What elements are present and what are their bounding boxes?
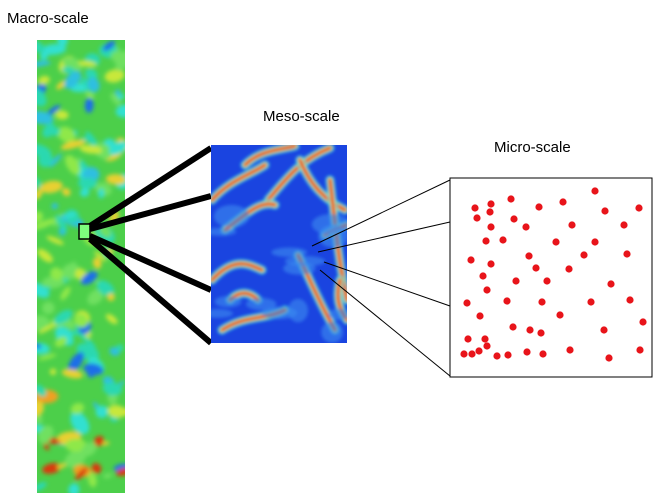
meso-blob <box>204 228 237 236</box>
particle <box>507 195 514 202</box>
particle <box>620 221 627 228</box>
particle <box>636 346 643 353</box>
particle <box>499 236 506 243</box>
particle <box>556 311 563 318</box>
particle <box>543 277 550 284</box>
particle <box>639 318 646 325</box>
particle <box>525 252 532 259</box>
particle <box>568 221 575 228</box>
meso-blob <box>321 322 343 343</box>
particle <box>471 204 478 211</box>
particle <box>476 312 483 319</box>
particle <box>565 265 572 272</box>
meso-field <box>203 145 350 343</box>
particle <box>487 223 494 230</box>
particle <box>566 346 573 353</box>
meso-blob <box>203 309 233 318</box>
particle <box>479 272 486 279</box>
particle <box>464 335 471 342</box>
particle <box>522 223 529 230</box>
particle <box>526 326 533 333</box>
particle <box>559 198 566 205</box>
particle <box>510 215 517 222</box>
particle <box>635 204 642 211</box>
meso-label: Meso-scale <box>263 108 340 125</box>
zoom-marker <box>79 224 90 239</box>
micro-label: Micro-scale <box>494 139 571 156</box>
particle <box>591 238 598 245</box>
particle <box>512 277 519 284</box>
particle <box>460 350 467 357</box>
particle <box>537 329 544 336</box>
particle <box>493 352 500 359</box>
particle <box>463 299 470 306</box>
particle <box>486 208 493 215</box>
particle <box>538 298 545 305</box>
particle <box>487 200 494 207</box>
meso-blob <box>214 205 249 228</box>
meso-blob <box>215 296 242 307</box>
meso-blob <box>271 247 307 257</box>
particle <box>475 347 482 354</box>
particle <box>503 297 510 304</box>
particle <box>552 238 559 245</box>
particle <box>580 251 587 258</box>
particle <box>591 187 598 194</box>
page: {"labels": {"macro": "Macro-scale", "mes… <box>0 0 653 493</box>
meso-blob <box>283 262 316 275</box>
particle <box>601 207 608 214</box>
macro-label: Macro-scale <box>7 10 89 27</box>
meso-blob <box>328 309 349 321</box>
particle <box>483 286 490 293</box>
meso-blob <box>246 298 276 310</box>
particle <box>473 214 480 221</box>
particle <box>623 250 630 257</box>
particle <box>482 237 489 244</box>
particle <box>587 298 594 305</box>
particle <box>481 335 488 342</box>
macro-blob <box>78 178 97 189</box>
particle <box>539 350 546 357</box>
particle <box>509 323 516 330</box>
particle <box>535 203 542 210</box>
figure: Macro-scale Meso-scale Micro-scale <box>0 0 653 493</box>
particle <box>483 342 490 349</box>
particle <box>523 348 530 355</box>
particle <box>504 351 511 358</box>
particle <box>487 260 494 267</box>
meso-blob <box>312 214 350 235</box>
particle <box>532 264 539 271</box>
particle <box>607 280 614 287</box>
particle <box>467 256 474 263</box>
particle <box>626 296 633 303</box>
particle <box>605 354 612 361</box>
particle <box>468 350 475 357</box>
particle <box>600 326 607 333</box>
